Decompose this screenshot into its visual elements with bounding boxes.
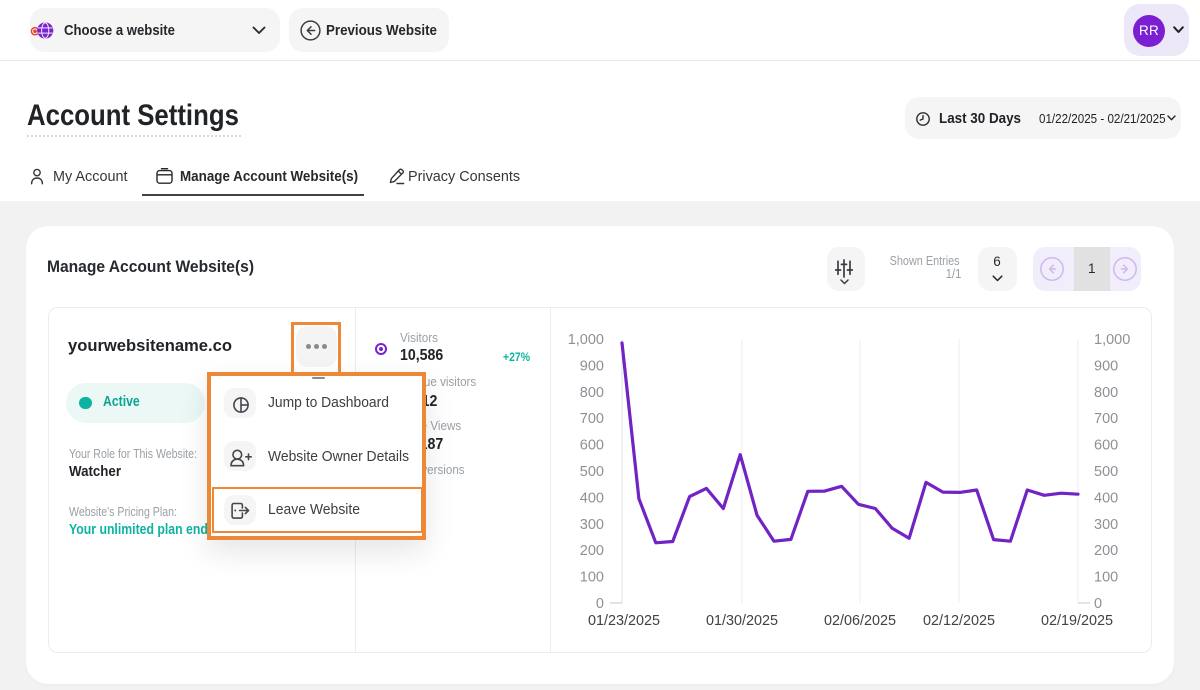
svg-text:1,000: 1,000: [568, 332, 604, 348]
svg-text:02/06/2025: 02/06/2025: [824, 613, 896, 629]
svg-text:200: 200: [1094, 543, 1118, 559]
svg-text:100: 100: [1094, 570, 1118, 586]
svg-text:800: 800: [1094, 385, 1118, 401]
svg-text:300: 300: [580, 517, 604, 533]
svg-text:02/12/2025: 02/12/2025: [923, 613, 995, 629]
svg-text:01/30/2025: 01/30/2025: [706, 613, 778, 629]
svg-text:400: 400: [1094, 490, 1118, 506]
svg-text:200: 200: [580, 543, 604, 559]
svg-text:100: 100: [580, 570, 604, 586]
svg-text:600: 600: [1094, 438, 1118, 454]
svg-text:0: 0: [1094, 596, 1102, 612]
svg-text:600: 600: [580, 438, 604, 454]
svg-text:400: 400: [580, 490, 604, 506]
svg-text:900: 900: [580, 358, 604, 374]
svg-text:800: 800: [580, 385, 604, 401]
svg-text:900: 900: [1094, 358, 1118, 374]
svg-text:01/23/2025: 01/23/2025: [588, 613, 660, 629]
svg-text:500: 500: [1094, 464, 1118, 480]
svg-text:0: 0: [596, 596, 604, 612]
svg-text:500: 500: [580, 464, 604, 480]
svg-text:1,000: 1,000: [1094, 332, 1130, 348]
svg-text:700: 700: [580, 411, 604, 427]
svg-text:02/19/2025: 02/19/2025: [1041, 613, 1113, 629]
svg-text:700: 700: [1094, 411, 1118, 427]
svg-text:300: 300: [1094, 517, 1118, 533]
